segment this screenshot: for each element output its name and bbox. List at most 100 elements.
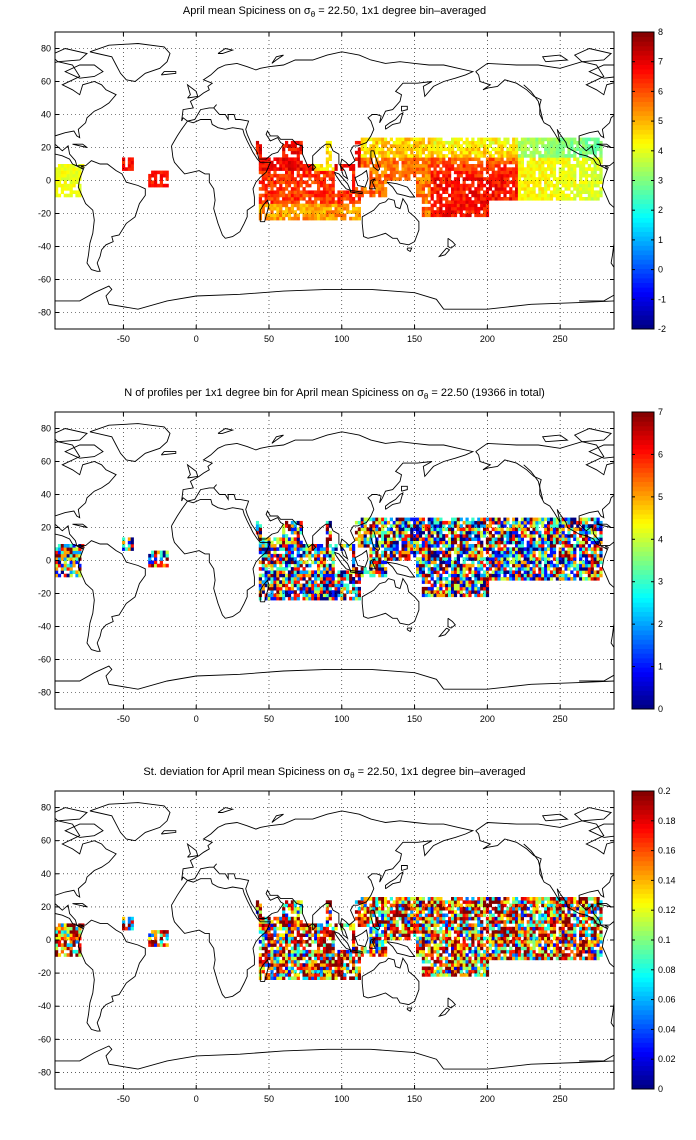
data-cell [448,593,452,598]
data-cell [465,550,469,555]
data-cell [78,193,82,198]
data-cell [398,557,402,561]
data-cell [319,593,324,598]
data-cell [509,527,513,532]
data-cell [555,567,559,571]
data-cell [485,193,490,198]
data-cell [474,583,478,588]
data-cell [532,183,536,188]
data-cell [75,180,79,185]
colorbar-tick-label: -1 [658,294,666,304]
data-cell [325,206,329,211]
data-cell [421,573,425,578]
data-cell [363,544,367,548]
data-cell [445,583,449,588]
data-cell [593,157,597,161]
data-cell [439,144,443,148]
data-cell [165,173,169,178]
data-cell [512,570,516,574]
data-cell [404,557,408,561]
data-cell [363,517,367,522]
colorbar-step [632,569,654,575]
data-cell [520,144,524,148]
data-cell [69,170,73,175]
data-cell [276,537,280,541]
data-cell [544,553,548,558]
data-cell [477,527,481,532]
data-cell [285,167,289,171]
data-cell [491,550,495,555]
data-cell [317,183,321,188]
data-cell [360,540,364,545]
data-cell [72,544,76,548]
data-cell [401,547,405,551]
data-cell [270,946,274,951]
data-cell [515,170,519,175]
data-cell [445,593,449,598]
data-cell [267,936,271,941]
data-cell [273,157,277,161]
data-cell [322,580,327,584]
colorbar-step [632,305,654,311]
data-cell [328,190,332,194]
data-cell [386,147,391,152]
data-cell [381,573,385,578]
data-cell [599,530,603,535]
data-cell [459,544,463,548]
data-cell [311,953,315,957]
data-cell [544,193,548,198]
colorbar-step [632,171,654,177]
data-cell [78,933,82,937]
data-cell [480,203,484,208]
data-cell [520,160,524,165]
data-cell [404,524,408,528]
x-tick-label: 50 [264,714,274,724]
data-cell [421,593,425,598]
data-cell [538,137,542,142]
data-cell [544,577,548,581]
data-cell [523,530,527,535]
data-cell [334,593,338,598]
data-cell [418,157,423,161]
data-cell [151,183,155,188]
data-cell [416,183,420,188]
data-cell [430,586,434,591]
data-cell [296,190,300,194]
data-cell [453,144,458,148]
data-cell [314,170,318,175]
coastline [685,72,696,75]
data-cell [529,193,533,198]
data-cell [331,577,335,581]
data-cell [264,976,268,980]
data-cell [331,557,335,561]
data-cell [430,583,434,588]
data-cell [287,213,292,218]
data-cell [395,557,399,561]
data-cell [363,187,367,191]
data-cell [319,197,324,201]
data-cell [477,570,481,574]
data-cell [317,206,321,211]
data-cell [590,150,594,155]
data-cell [317,570,321,574]
colorbar-step [632,579,654,585]
data-cell [512,193,516,198]
data-cell [328,157,332,161]
data-cell [322,943,327,947]
data-cell [506,517,510,522]
data-cell [427,144,431,148]
data-cell [325,160,329,165]
data-cell [421,517,425,522]
data-cell [564,524,568,528]
data-cell [582,563,586,568]
data-cell [506,520,510,525]
data-cell [151,940,155,944]
data-cell [299,560,303,565]
coastline [55,428,88,443]
data-cell [60,187,64,191]
data-cell [302,164,306,168]
data-cell [261,200,265,204]
data-cell [308,167,312,171]
data-cell [416,560,420,565]
data-cell [267,180,271,185]
